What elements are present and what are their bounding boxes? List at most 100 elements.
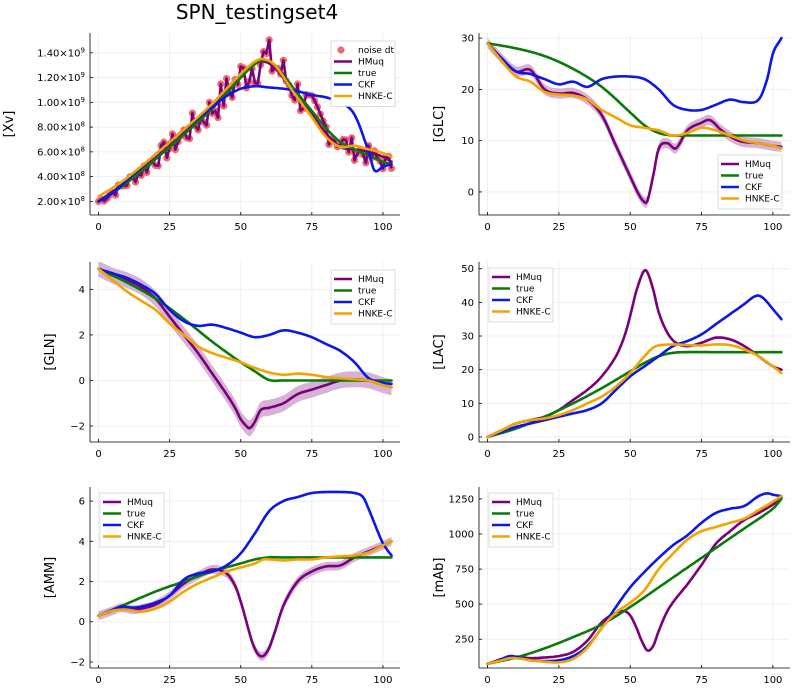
y-tick-label: 30 (461, 332, 474, 343)
series-line-ckf (97, 490, 393, 617)
y-tick-label: 1.00×109 (37, 96, 85, 109)
y-tick-label: 4 (79, 285, 85, 296)
x-tick-label: 100 (763, 675, 782, 686)
y-axis-label: [Xv] (2, 111, 17, 138)
x-tick-label: 100 (763, 449, 782, 460)
y-tick-label: 0 (468, 187, 474, 198)
legend-label: HNKE-C (516, 308, 551, 318)
y-tick-label: 750 (455, 565, 474, 576)
legend-label: CKF (358, 298, 375, 308)
x-tick-label: 100 (373, 222, 392, 233)
y-tick-label: 0 (79, 617, 85, 628)
legend-label: true (358, 69, 377, 79)
y-tick-label: 10 (461, 399, 474, 410)
y-tick-label: 8.00×108 (37, 121, 85, 134)
series-line-hnke-c (97, 267, 393, 389)
x-tick-label: 100 (373, 449, 392, 460)
y-axis-label: [GLN] (43, 333, 58, 370)
x-tick-label: 25 (163, 222, 176, 233)
plot-area (486, 36, 783, 209)
y-tick-label: 2.00×108 (37, 195, 85, 208)
x-tick-label: 0 (95, 222, 101, 233)
y-tick-label: 6 (79, 497, 85, 508)
legend-label: HMuq (358, 275, 384, 285)
y-tick-label: 50 (461, 264, 474, 275)
plot-area (97, 262, 393, 437)
y-tick-label: 2 (79, 577, 85, 588)
plot-area (486, 268, 783, 439)
legend-label: CKF (745, 183, 762, 193)
x-tick-label: 50 (624, 675, 637, 686)
legend-label: HMuq (358, 58, 384, 68)
x-tick-label: 50 (624, 222, 637, 233)
x-tick-label: 25 (553, 675, 566, 686)
series-line-hmuq (97, 540, 393, 658)
plot-area (94, 36, 396, 205)
x-tick-label: 75 (695, 675, 708, 686)
y-axis-label: [AMM] (43, 557, 58, 598)
legend-label: HMuq (516, 498, 542, 508)
y-tick-label: 2 (79, 330, 85, 341)
legend-label: CKF (516, 296, 533, 306)
y-tick-label: 4.00×108 (37, 170, 85, 183)
y-tick-label: −2 (70, 657, 85, 668)
y-axis-label: [GLC] (432, 106, 447, 143)
x-tick-label: 0 (484, 449, 490, 460)
x-tick-label: 50 (234, 675, 247, 686)
y-tick-label: 10 (461, 136, 474, 147)
x-tick-label: 50 (234, 222, 247, 233)
x-tick-label: 75 (305, 449, 318, 460)
series-line-true (97, 58, 393, 203)
series-line-ckf (486, 294, 783, 439)
series-line-ckf (486, 36, 783, 112)
legend-label: HNKE-C (745, 195, 780, 205)
x-tick-label: 75 (305, 675, 318, 686)
legend-label: true (127, 510, 146, 520)
y-tick-label: 250 (455, 635, 474, 646)
legend-label: CKF (127, 521, 144, 531)
y-tick-label: 1.20×109 (37, 71, 85, 84)
x-tick-label: 0 (95, 675, 101, 686)
x-tick-label: 0 (95, 449, 101, 460)
y-axis-label: [mAb] (432, 558, 447, 598)
series-line-hnke-c (97, 57, 393, 198)
hmuq-trace-noisy (97, 38, 393, 203)
x-tick-label: 75 (695, 449, 708, 460)
x-tick-label: 25 (163, 675, 176, 686)
legend-label: HNKE-C (127, 533, 162, 543)
y-tick-label: 30 (461, 34, 474, 45)
y-tick-label: 20 (461, 85, 474, 96)
series-line-hnke-c (486, 494, 783, 666)
y-tick-label: 1250 (449, 494, 474, 505)
legend-label: true (745, 172, 764, 182)
plot-area (486, 492, 783, 666)
plot-area (97, 490, 393, 661)
series-line-hmuq (486, 496, 783, 666)
y-tick-label: −2 (70, 422, 85, 433)
legend-label: true (358, 287, 377, 297)
legend-label: true (516, 510, 535, 520)
hmuq-uncertainty-band (98, 262, 392, 437)
x-tick-label: 100 (763, 222, 782, 233)
panel-mab: 0 25 50 75 100 250 500 750 1000 1250 [mAb] HMuq true… (432, 487, 790, 686)
x-tick-label: 50 (624, 449, 637, 460)
legend-label: CKF (358, 81, 375, 91)
y-tick-label: 20 (461, 365, 474, 376)
legend-label: HMuq (745, 160, 771, 170)
legend-label: HMuq (127, 498, 153, 508)
x-tick-label: 25 (553, 222, 566, 233)
legend-label: HNKE-C (516, 533, 551, 543)
y-tick-label: 1000 (449, 530, 474, 541)
series-line-hnke-c (486, 42, 783, 150)
x-tick-label: 50 (234, 449, 247, 460)
panel-xv: 0 25 50 75 100 2.00×108 4.00×108 6.00×108 8.00×1… (2, 33, 400, 233)
series-line-hnke-c (97, 540, 393, 617)
x-tick-label: 75 (305, 222, 318, 233)
